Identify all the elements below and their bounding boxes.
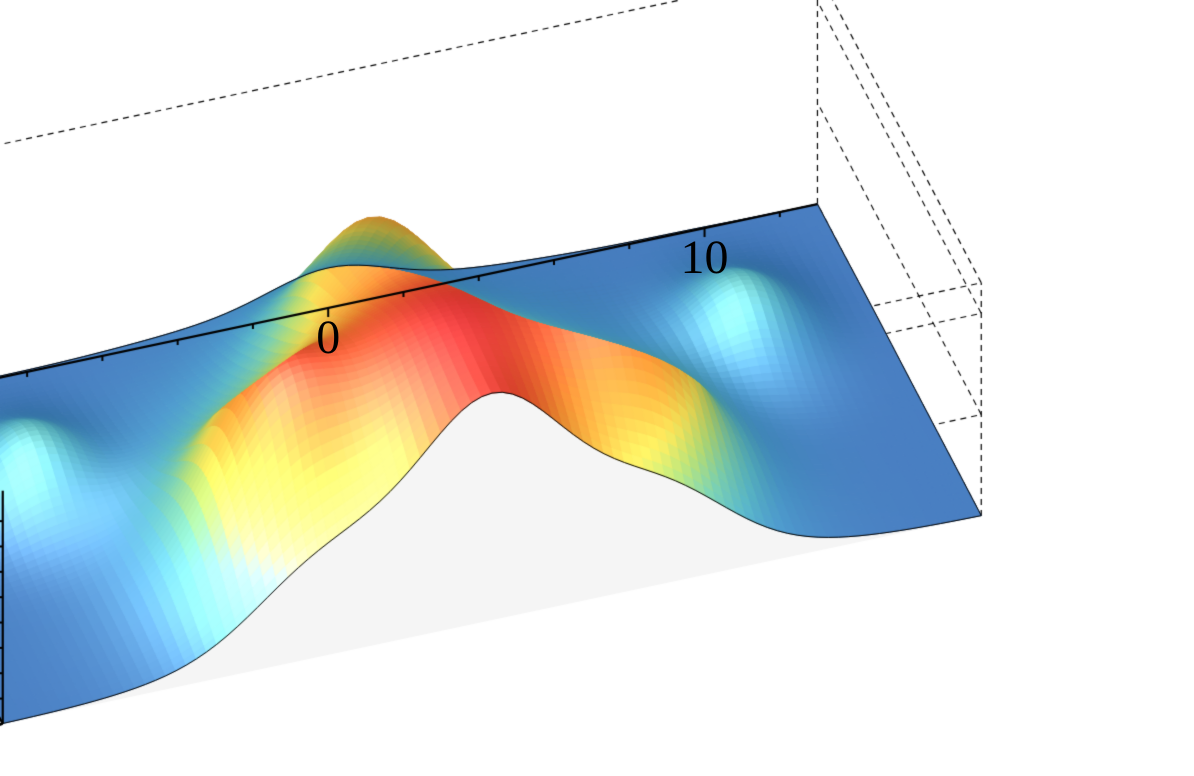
surface-plot-canvas — [0, 0, 1194, 776]
x-tick-2: 10 — [681, 234, 729, 282]
x-tick-1: 0 — [316, 314, 340, 362]
